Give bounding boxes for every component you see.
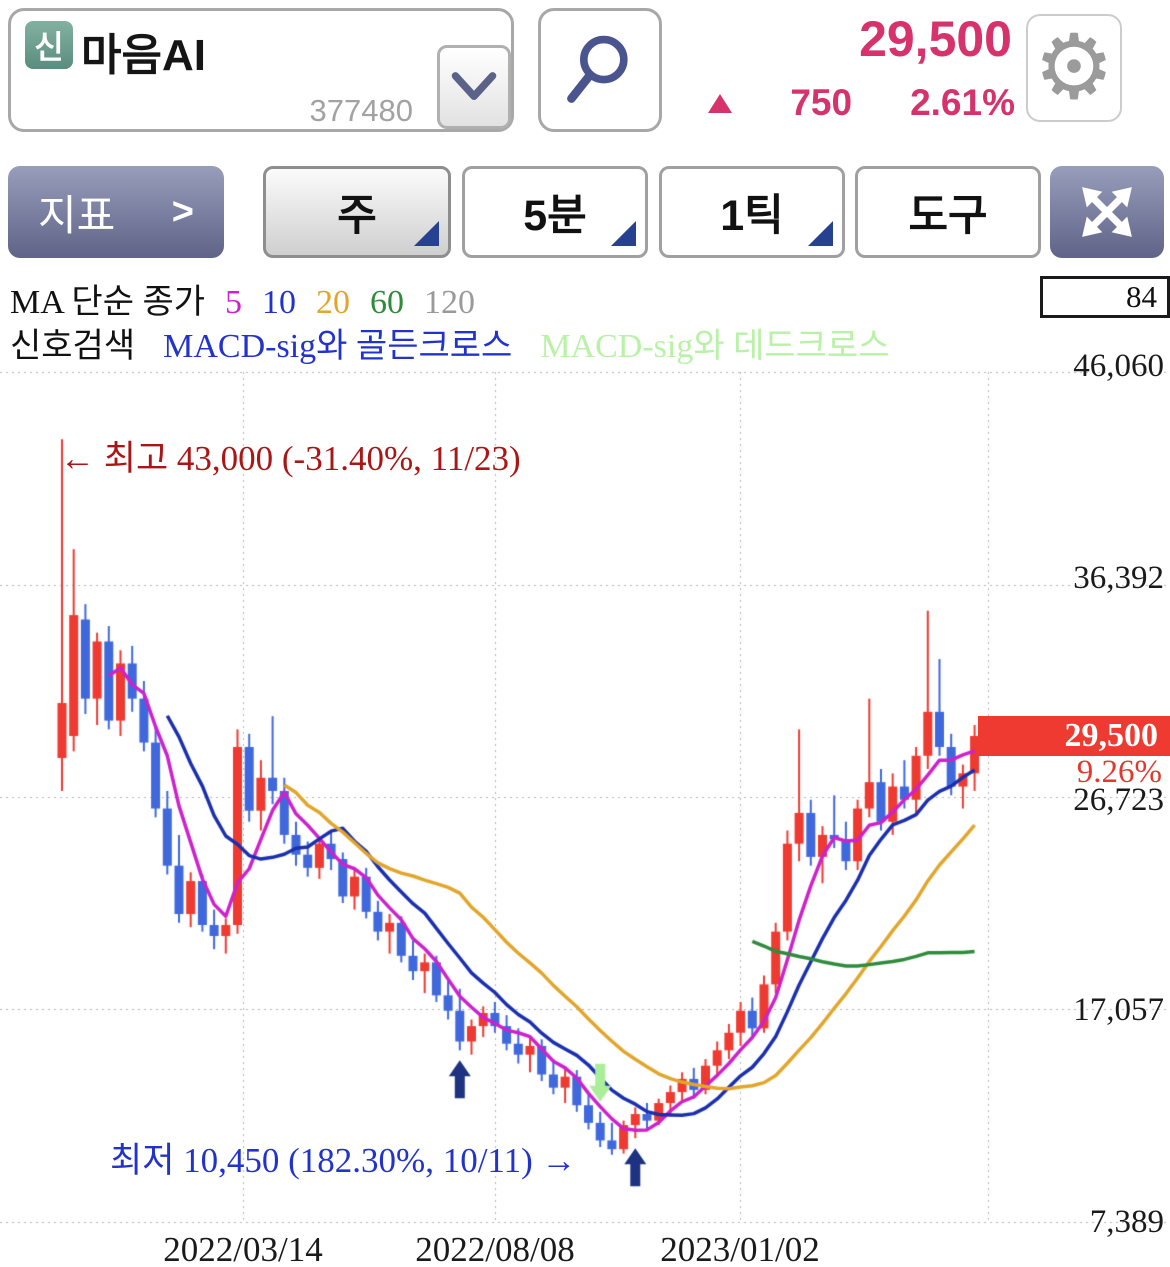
y-axis-label: 46,060 bbox=[1073, 348, 1164, 384]
stock-info-panel: 신 마음AI 377480 bbox=[8, 8, 514, 132]
ma-legend-label: MA 단순 종가 bbox=[10, 284, 206, 321]
price-chart-canvas[interactable] bbox=[0, 270, 1170, 1267]
corner-triangle-icon bbox=[414, 221, 439, 246]
gear-icon: ⚙ bbox=[1033, 18, 1115, 118]
y-axis-label: 26,723 bbox=[1073, 782, 1164, 818]
period-tick-button[interactable]: 1틱 bbox=[659, 166, 845, 258]
golden-cross-label: MACD-sig와 골든크로스 bbox=[163, 328, 513, 365]
stock-dropdown-button[interactable] bbox=[437, 45, 511, 129]
price-change-row: 750 2.61% bbox=[708, 82, 1015, 124]
period-tick-label: 1틱 bbox=[720, 192, 784, 240]
y-axis-label: 7,389 bbox=[1089, 1204, 1164, 1240]
x-axis-label: 2023/01/02 bbox=[660, 1230, 820, 1267]
search-icon bbox=[567, 35, 628, 103]
y-axis-label: 17,057 bbox=[1073, 992, 1164, 1028]
period-5min-button[interactable]: 5분 bbox=[462, 166, 648, 258]
expand-arrows-icon bbox=[1082, 187, 1132, 237]
indicator-button[interactable]: 지표 > bbox=[8, 166, 224, 258]
x-axis-label: 2022/03/14 bbox=[163, 1230, 323, 1267]
period-week-button[interactable]: 주 bbox=[263, 166, 451, 258]
stock-code: 377480 bbox=[309, 93, 413, 128]
ma10-label: 10 bbox=[262, 284, 297, 321]
dead-cross-label: MACD-sig와 데드크로스 bbox=[540, 328, 890, 365]
ma-legend: MA 단순 종가 5 10 20 60 120 bbox=[10, 274, 475, 323]
x-axis-label: 2022/08/08 bbox=[415, 1230, 575, 1267]
fullscreen-button[interactable] bbox=[1050, 166, 1164, 258]
corner-triangle-icon bbox=[611, 221, 636, 246]
search-button[interactable] bbox=[538, 8, 662, 132]
count-box: 84 bbox=[1040, 276, 1170, 318]
signal-legend: 신호검색 MACD-sig와 골든크로스 MACD-sig와 데드크로스 bbox=[10, 318, 890, 367]
market-badge: 신 bbox=[25, 21, 73, 69]
chevron-right-icon: > bbox=[171, 190, 194, 233]
ma20-label: 20 bbox=[316, 284, 351, 321]
period-week-label: 주 bbox=[337, 192, 377, 240]
high-annotation: ← 최고 43,000 (-31.40%, 11/23) bbox=[60, 439, 521, 478]
low-annotation: 최저 10,450 (182.30%, 10/11) → bbox=[110, 1141, 577, 1180]
ma60-label: 60 bbox=[370, 284, 405, 321]
current-price-badge: 29,500 bbox=[978, 716, 1170, 756]
ma120-label: 120 bbox=[424, 284, 476, 321]
chevron-down-icon bbox=[451, 72, 497, 100]
change-amount: 750 bbox=[790, 82, 853, 123]
tools-label: 도구 bbox=[908, 192, 988, 240]
change-percent: 2.61% bbox=[910, 82, 1015, 123]
settings-button[interactable]: ⚙ bbox=[1026, 14, 1122, 122]
up-triangle-icon bbox=[708, 93, 733, 113]
y-axis-label: 36,392 bbox=[1073, 560, 1164, 596]
stock-name: 마음AI bbox=[81, 31, 206, 80]
corner-triangle-icon bbox=[808, 221, 833, 246]
signal-legend-label: 신호검색 bbox=[10, 328, 136, 365]
current-price: 29,500 bbox=[859, 11, 1012, 67]
indicator-label: 지표 bbox=[38, 191, 116, 239]
period-5min-label: 5분 bbox=[523, 192, 587, 240]
current-pct-label: 9.26% bbox=[1076, 754, 1162, 790]
ma5-label: 5 bbox=[225, 284, 243, 321]
tools-button[interactable]: 도구 bbox=[855, 166, 1041, 258]
